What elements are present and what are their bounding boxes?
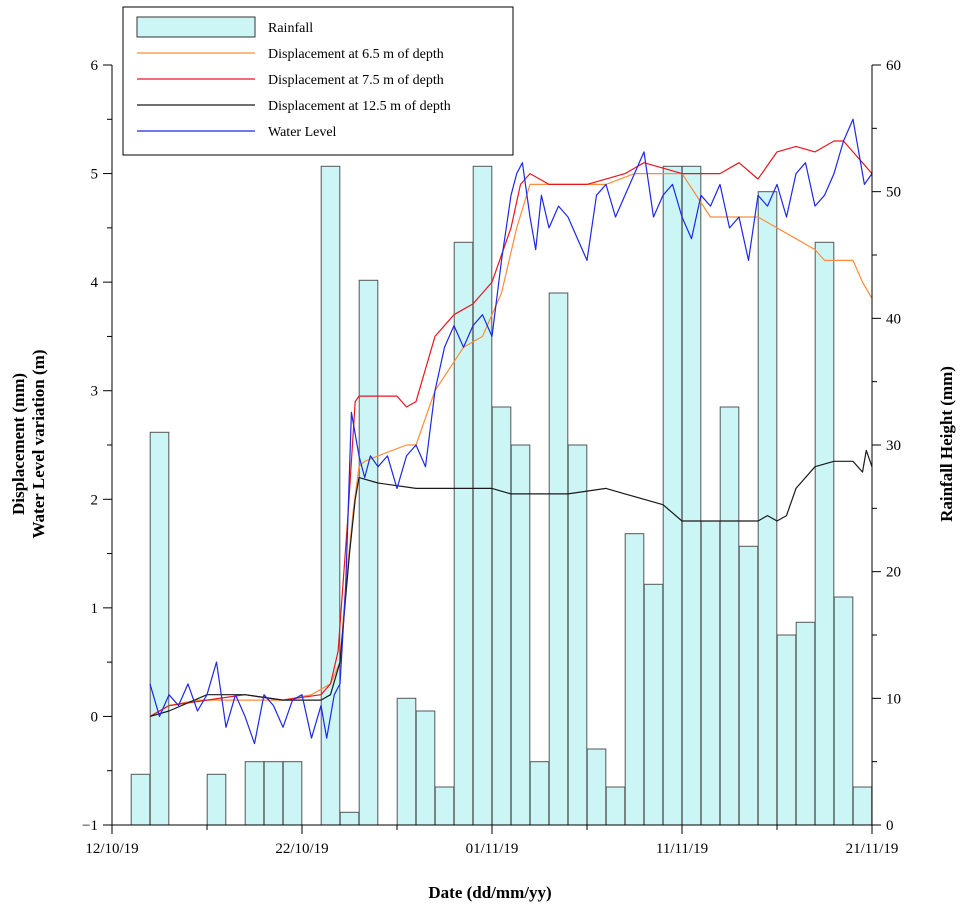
- x-tick-label: 12/10/19: [85, 841, 138, 857]
- rainfall-bar: [263, 761, 284, 826]
- rainfall-bar: [700, 520, 721, 826]
- y-axis-label-rainfall: Rainfall Height (mm): [937, 366, 956, 522]
- rainfall-bar: [738, 545, 759, 826]
- y-left-tick-label: 4: [91, 275, 99, 291]
- rainfall-bar: [624, 533, 645, 826]
- rainfall-bar: [149, 431, 170, 826]
- y-right-tick-label: 20: [886, 565, 901, 581]
- y-left-tick-label: 0: [91, 709, 99, 725]
- rainfall-bars: [130, 165, 873, 826]
- y-left-tick-label: 6: [91, 58, 99, 74]
- rainfall-bar: [472, 165, 493, 826]
- line-displacement-at-6-5-m-of-depth: [149, 173, 873, 717]
- y-right-tick-label: 0: [886, 818, 894, 834]
- rainfall-bar: [833, 596, 854, 826]
- rainfall-bar: [529, 761, 550, 826]
- y-right-tick-label: 10: [886, 691, 901, 707]
- legend-label-disp-6-5: Displacement at 6.5 m of depth: [268, 47, 444, 62]
- rainfall-bar: [719, 406, 740, 826]
- rainfall-bar: [434, 786, 455, 826]
- rainfall-bar: [415, 710, 436, 826]
- legend-label-disp-7-5: Displacement at 7.5 m of depth: [268, 73, 444, 88]
- legend-label-rainfall: Rainfall: [268, 21, 313, 36]
- legend-swatch-rainfall: [136, 16, 256, 38]
- line-displacement-at-7-5-m-of-depth: [149, 140, 873, 717]
- y-left-tick-label: 3: [91, 384, 99, 400]
- line-water-level: [149, 118, 873, 745]
- rainfall-bar: [510, 444, 531, 826]
- rainfall-bar: [282, 761, 303, 826]
- y-right-tick-label: 30: [886, 438, 901, 454]
- rainfall-bar: [396, 697, 417, 826]
- x-axis-label: Date (dd/mm/yy): [428, 883, 551, 902]
- rainfall-bar: [586, 748, 607, 826]
- rainfall-bar: [491, 406, 512, 826]
- x-tick-label: 11/11/19: [656, 841, 708, 857]
- y-left-tick-label: 5: [91, 167, 99, 183]
- legend-label-water-level: Water Level: [268, 125, 337, 140]
- legend: Rainfall Displacement at 6.5 m of depth …: [122, 6, 514, 156]
- x-tick-label: 01/11/19: [466, 841, 519, 857]
- rainfall-bar: [339, 811, 360, 826]
- rainfall-bar: [358, 279, 379, 826]
- line-displacement-at-12-5-m-of-depth: [149, 449, 873, 717]
- rainfall-bar: [776, 634, 797, 826]
- rainfall-bar: [605, 786, 626, 826]
- y-left-tick-label: −1: [82, 818, 98, 834]
- rainfall-bar: [795, 621, 816, 826]
- rainfall-bar: [320, 165, 341, 826]
- y-right-tick-label: 60: [886, 58, 901, 74]
- rainfall-bar: [681, 165, 702, 826]
- rainfall-bar: [453, 241, 474, 826]
- x-tick-label: 22/10/19: [275, 841, 328, 857]
- rainfall-bar: [206, 773, 227, 826]
- y-axis-label-displacement: Displacement (mm): [9, 373, 28, 515]
- axis-labels: Date (dd/mm/yy) Displacement (mm) Water …: [9, 349, 956, 902]
- y-left-tick-label: 2: [91, 492, 99, 508]
- series-lines: [149, 118, 873, 745]
- y-right-tick-label: 40: [886, 311, 901, 327]
- rainfall-bar: [852, 786, 873, 826]
- rainfall-bar: [130, 773, 151, 826]
- rainfall-bar: [643, 583, 664, 826]
- rainfall-bar: [567, 444, 588, 826]
- rainfall-bar: [662, 165, 683, 826]
- rainfall-bar: [548, 292, 569, 826]
- rainfall-bar: [244, 761, 265, 826]
- y-axis-label-water-level: Water Level variation (m): [29, 349, 48, 538]
- legend-label-disp-12-5: Displacement at 12.5 m of depth: [268, 99, 451, 114]
- rainfall-bar: [757, 191, 778, 826]
- y-left-tick-label: 1: [91, 601, 99, 617]
- rainfall-bar: [814, 241, 835, 826]
- x-tick-label: 21/11/19: [846, 841, 899, 857]
- y-right-tick-label: 50: [886, 185, 901, 201]
